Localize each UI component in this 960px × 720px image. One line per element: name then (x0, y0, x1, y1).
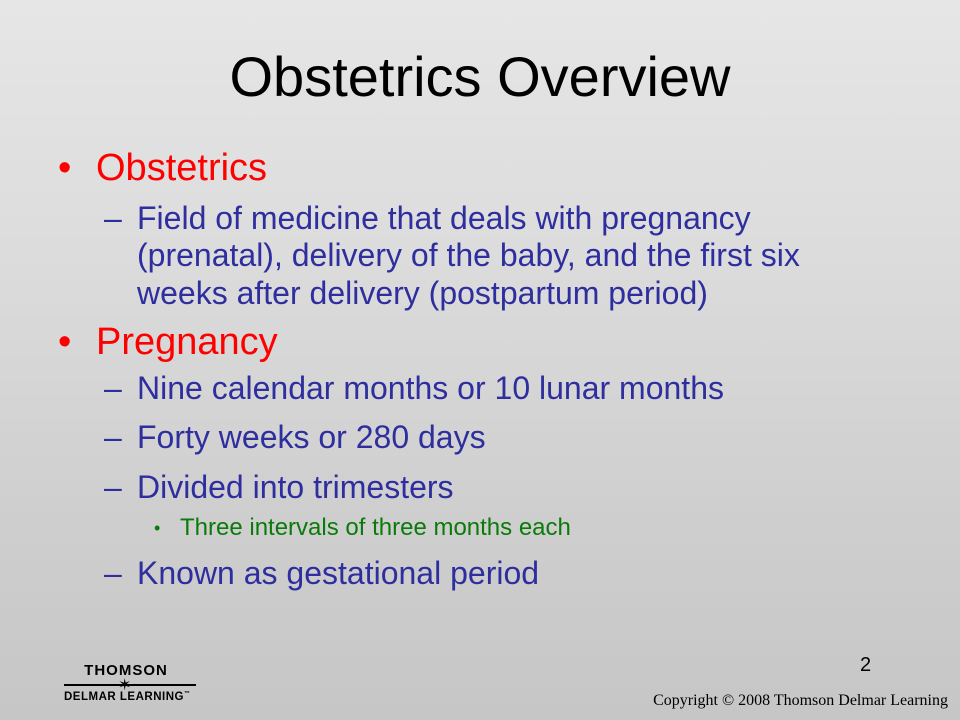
dash-icon: – (104, 468, 122, 505)
page-number: 2 (860, 654, 872, 676)
bullet-obstetrics: • Obstetrics (58, 147, 938, 190)
sub-bullet-definition: – Field of medicine that deals with preg… (104, 200, 938, 312)
sub-bullet-text: Field of medicine that deals with pregna… (137, 200, 800, 312)
bullet-icon: • (58, 147, 72, 189)
line-2: (prenatal), delivery of the baby, and th… (137, 237, 800, 274)
bullet-icon: • (58, 321, 72, 364)
copyright-notice: Copyright © 2008 Thomson Delmar Learning (653, 692, 948, 709)
logo-bottom: DELMAR LEARNING™ (64, 691, 214, 703)
bullet-icon: • (154, 518, 161, 539)
bullet-pregnancy: • Pregnancy (58, 321, 938, 364)
bullet-text: Obstetrics (96, 147, 268, 189)
trademark-icon: ™ (183, 691, 191, 697)
sub-bullet-text: Forty weeks or 280 days (137, 419, 486, 456)
sub-sub-bullet-text: Three intervals of three months each (180, 514, 571, 542)
logo-top-text: THOMSON (84, 662, 168, 679)
logo-bottom-text: DELMAR LEARNING (64, 691, 184, 703)
bullet-text: Pregnancy (96, 321, 278, 364)
dash-icon: – (104, 419, 122, 456)
sub-bullet-months: – Nine calendar months or 10 lunar month… (104, 370, 938, 407)
sub-bullet-text: Nine calendar months or 10 lunar months (137, 369, 724, 406)
sub-bullet-trimesters: – Divided into trimesters (104, 469, 938, 506)
logo-divider: ✶ (64, 677, 204, 694)
thomson-delmar-logo: THOMSON ✶ DELMAR LEARNING™ (64, 662, 214, 710)
sub-bullet-text: Divided into trimesters (137, 468, 454, 505)
slide-title: Obstetrics Overview (229, 45, 731, 108)
sub-bullet-text: Known as gestational period (137, 555, 540, 592)
sub-bullet-gestational: – Known as gestational period (104, 555, 938, 592)
star-icon: ✶ (118, 677, 132, 694)
dash-icon: – (104, 555, 122, 592)
dash-icon: – (104, 369, 122, 406)
slide-content: • Obstetrics – Field of medicine that de… (58, 147, 938, 592)
line-1: Field of medicine that deals with pregna… (137, 199, 751, 236)
sub-bullet-weeks: – Forty weeks or 280 days (104, 419, 938, 456)
sub-sub-bullet-intervals: • Three intervals of three months each (154, 514, 938, 543)
line-3: weeks after delivery (postpartum period) (137, 274, 708, 311)
dash-icon: – (104, 199, 122, 236)
